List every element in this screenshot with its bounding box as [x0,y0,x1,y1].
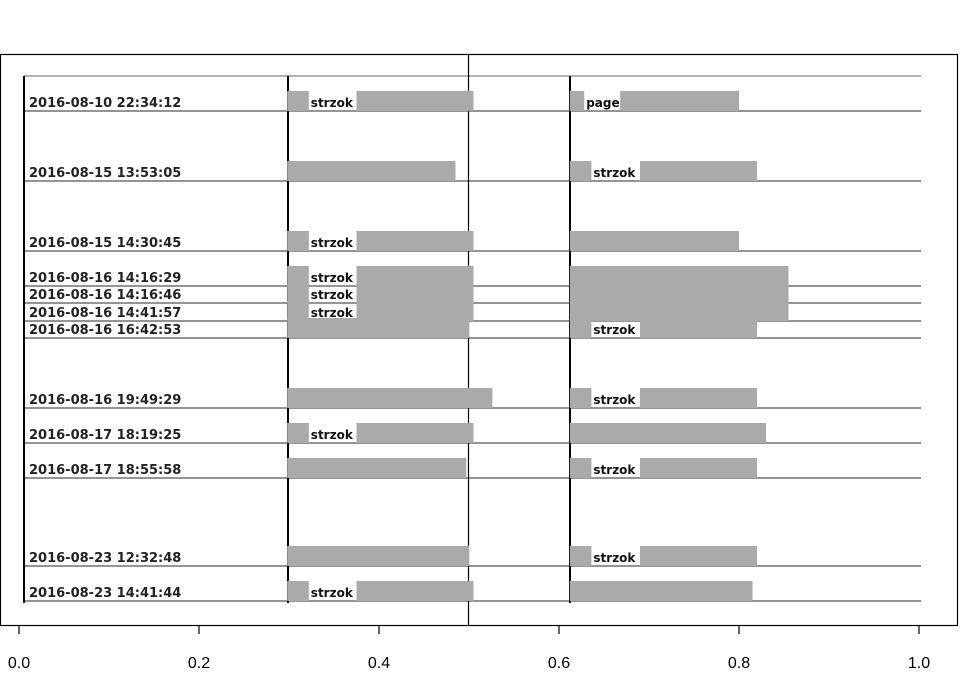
bar-segment [356,423,474,443]
row-label: 2016-08-10 22:34:12 [29,96,181,111]
bar-segment [569,318,592,338]
bar-segment [356,301,474,321]
bar-segment [569,91,585,111]
bar-segment [569,388,592,408]
bar-segment [287,388,493,408]
bar-segment [569,423,766,443]
bar-segment [640,546,757,566]
x-tick-label: 0.4 [368,655,390,672]
row-label: 2016-08-16 14:16:29 [29,271,181,286]
row-label: 2016-08-15 14:30:45 [29,236,181,251]
segment-label: strzok [593,463,636,477]
segment-label: strzok [593,323,636,337]
bar-segment [569,458,592,478]
x-tick-label: 0.6 [548,655,570,672]
bar-segment [287,266,309,286]
bar-segment [356,581,474,601]
bar-segment [569,546,592,566]
segment-label: page [586,96,619,110]
bar-segment [287,161,456,181]
bar-segment [287,283,309,303]
bar-segment [287,423,309,443]
row-label: 2016-08-23 14:41:44 [29,586,181,601]
bars-layer [287,91,789,601]
segment-label: strzok [311,96,354,110]
bar-segment [287,458,467,478]
bar-segment [569,231,739,251]
segment-label: strzok [311,586,354,600]
bar-segment [640,458,757,478]
bar-segment [356,266,474,286]
segment-label: strzok [311,306,354,320]
segment-label: strzok [593,393,636,407]
bar-segment [640,161,757,181]
bar-segment [569,266,789,286]
bar-segment [569,301,789,321]
segment-label: strzok [311,288,354,302]
row-label: 2016-08-16 19:49:29 [29,393,181,408]
x-tick-label: 0.0 [8,655,30,672]
x-tick-label: 0.2 [188,655,210,672]
row-label: 2016-08-16 14:16:46 [29,288,181,303]
plot-frame [0,53,959,627]
bar-segment [620,91,739,111]
row-label: 2016-08-17 18:19:25 [29,428,181,443]
x-tick-label: 1.0 [908,655,930,672]
row-label: 2016-08-16 14:41:57 [29,306,181,321]
row-label: 2016-08-15 13:53:05 [29,166,181,181]
bar-segment [287,581,309,601]
bar-segment [356,91,474,111]
bar-segment [569,581,753,601]
bar-segment [287,231,309,251]
segment-label: strzok [311,236,354,250]
bar-segment [287,91,309,111]
bar-segment [569,161,592,181]
bar-segment [287,318,469,338]
plot-border [0,53,959,627]
labels-layer: strzok page 2016-08-10 22:34:12 strzok 2016-… [29,96,636,601]
segment-label: strzok [311,271,354,285]
x-axis: 0.0 0.2 0.4 0.6 0.8 1.0 [8,626,930,672]
segment-label: strzok [593,166,636,180]
row-label: 2016-08-23 12:32:48 [29,551,181,566]
bar-segment [640,388,757,408]
segment-label: strzok [311,428,354,442]
bar-segment [287,301,309,321]
row-label: 2016-08-17 18:55:58 [29,463,181,478]
x-tick-label: 0.8 [728,655,750,672]
bar-segment [569,283,789,303]
bar-segment [640,318,757,338]
bar-segment [287,546,469,566]
segment-label: strzok [593,551,636,565]
bar-segment [356,283,474,303]
row-label: 2016-08-16 16:42:53 [29,323,181,338]
bar-segment [356,231,474,251]
